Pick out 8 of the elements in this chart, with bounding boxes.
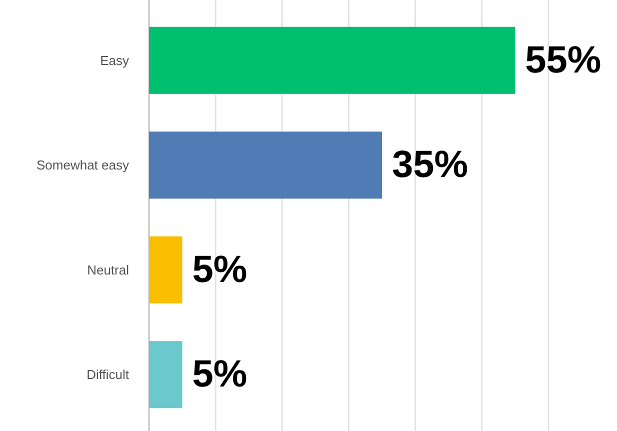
data-label: 5% <box>192 248 248 291</box>
y-tick-label: Easy <box>100 52 130 68</box>
y-tick-label: Somewhat easy <box>36 158 130 173</box>
data-label: 35% <box>392 144 468 186</box>
data-label: 5% <box>192 354 248 396</box>
data-label: 55% <box>525 39 602 82</box>
y-tick-label: Difficult <box>86 367 130 382</box>
y-tick-label: Neutral <box>87 262 130 278</box>
